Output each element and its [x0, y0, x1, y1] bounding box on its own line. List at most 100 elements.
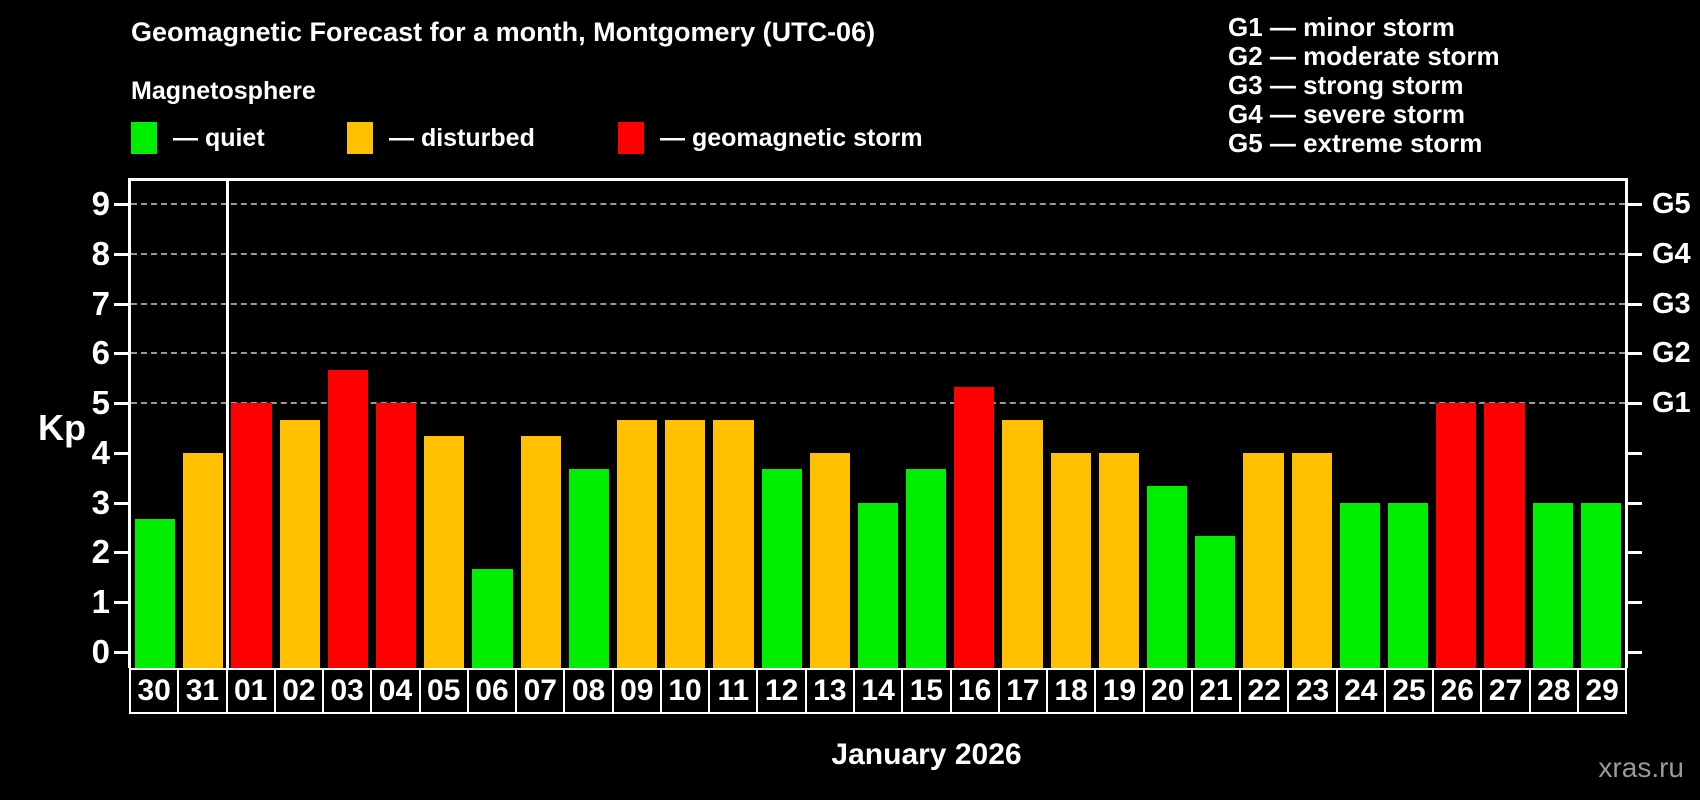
gridline-kp9 — [131, 202, 1625, 205]
legend-label-disturbed: — disturbed — [389, 123, 535, 152]
y-tick-left-7 — [114, 302, 128, 306]
date-cell-19: 19 — [1094, 668, 1145, 714]
bar-day-31 — [183, 452, 224, 668]
y-tick-left-9 — [114, 202, 128, 206]
bar-day-08 — [568, 469, 609, 668]
date-cell-28: 28 — [1528, 668, 1579, 714]
date-cell-07: 07 — [515, 668, 566, 714]
bar-day-11 — [713, 419, 754, 668]
storm-scale-legend: G1 — minor storm G2 — moderate storm G3 … — [1228, 13, 1500, 158]
date-cell-14: 14 — [852, 668, 904, 714]
gridline-kp8 — [131, 252, 1625, 255]
y-axis-label-1: 1 — [91, 583, 110, 621]
date-cell-13: 13 — [804, 668, 855, 714]
g-level-label-g1: G1 — [1652, 387, 1691, 420]
bar-day-28 — [1532, 502, 1573, 668]
y-tick-left-4 — [114, 451, 128, 455]
bar-day-21 — [1195, 536, 1236, 668]
bar-day-12 — [761, 469, 802, 668]
chart-title: Geomagnetic Forecast for a month, Montgo… — [131, 17, 876, 47]
y-axis-right-line — [1625, 178, 1628, 668]
y-axis-label-7: 7 — [91, 284, 110, 322]
bar-day-09 — [616, 419, 658, 668]
date-cell-10: 10 — [659, 668, 711, 714]
storm-scale-g2: G2 — moderate storm — [1228, 41, 1500, 71]
y-tick-right-7 — [1628, 302, 1642, 306]
date-cell-23: 23 — [1287, 668, 1338, 714]
bar-day-04 — [375, 403, 417, 668]
bar-day-15 — [906, 469, 947, 668]
month-label: January 2026 — [831, 738, 1022, 771]
bar-day-13 — [809, 452, 850, 668]
bar-day-27 — [1484, 403, 1525, 668]
bar-day-25 — [1388, 502, 1429, 668]
gridline-kp7 — [131, 302, 1625, 305]
date-cell-30: 30 — [129, 668, 180, 714]
date-cell-27: 27 — [1480, 668, 1531, 714]
bar-day-29 — [1580, 502, 1621, 668]
date-cell-16: 16 — [949, 668, 1000, 714]
date-cell-20: 20 — [1142, 668, 1193, 714]
watermark-xras: xras.ru — [1598, 752, 1684, 783]
quiet-swatch-icon — [131, 122, 157, 154]
date-cell-09: 09 — [611, 668, 662, 714]
y-tick-right-3 — [1628, 501, 1642, 505]
date-cell-17: 17 — [997, 668, 1049, 714]
storm-swatch-icon — [618, 122, 644, 154]
date-cell-12: 12 — [756, 668, 807, 714]
date-cell-06: 06 — [466, 668, 518, 714]
y-axis-label-6: 6 — [91, 334, 110, 372]
g-level-label-g4: G4 — [1652, 237, 1691, 270]
date-cell-21: 21 — [1190, 668, 1242, 714]
y-tick-left-2 — [114, 551, 128, 555]
storm-scale-g4: G4 — severe storm — [1228, 99, 1466, 129]
date-cell-25: 25 — [1383, 668, 1435, 714]
date-cell-03: 03 — [322, 668, 373, 714]
y-tick-left-3 — [114, 501, 128, 505]
date-cell-11: 11 — [708, 668, 759, 714]
y-tick-right-4 — [1628, 451, 1642, 455]
bar-day-20 — [1147, 486, 1188, 668]
legend-label-quiet: — quiet — [173, 123, 265, 152]
y-tick-right-8 — [1628, 252, 1642, 256]
date-cell-29: 29 — [1576, 668, 1628, 714]
gridline-kp5 — [131, 402, 1625, 405]
y-axis-label-4: 4 — [91, 433, 110, 471]
y-tick-right-6 — [1628, 352, 1642, 356]
legend-item-disturbed: — disturbed — [347, 121, 535, 155]
bar-day-10 — [665, 419, 706, 668]
legend-label-storm: — geomagnetic storm — [660, 123, 923, 152]
y-tick-left-6 — [114, 352, 128, 356]
date-cell-01: 01 — [225, 668, 276, 714]
y-tick-left-5 — [114, 402, 128, 406]
y-tick-left-8 — [114, 252, 128, 256]
y-axis-label-2: 2 — [91, 533, 110, 571]
g-level-label-g3: G3 — [1652, 287, 1691, 320]
month-separator-line — [225, 178, 229, 668]
bar-day-22 — [1243, 452, 1284, 668]
y-axis-label-9: 9 — [91, 184, 110, 222]
storm-scale-g1: G1 — minor storm — [1228, 12, 1455, 42]
disturbed-swatch-icon — [347, 122, 373, 154]
bar-day-03 — [327, 369, 368, 668]
chart-subtitle: Magnetosphere — [131, 77, 316, 105]
date-cell-22: 22 — [1239, 668, 1290, 714]
plot-top-line — [128, 178, 1628, 181]
y-axis-label-5: 5 — [91, 384, 110, 422]
date-cell-24: 24 — [1335, 668, 1386, 714]
y-tick-right-0 — [1628, 651, 1642, 654]
g-level-label-g5: G5 — [1652, 187, 1691, 220]
date-axis: 30 31 01 02 03 04 05 06 07 08 09 10 11 12 13 14 15 16 17 18… — [129, 668, 1628, 714]
y-tick-left-1 — [114, 601, 128, 605]
storm-scale-g3: G3 — strong storm — [1228, 70, 1464, 100]
date-cell-15: 15 — [901, 668, 952, 714]
bar-day-02 — [279, 419, 320, 668]
y-tick-right-1 — [1628, 601, 1642, 605]
date-cell-18: 18 — [1046, 668, 1097, 714]
storm-scale-g5: G5 — extreme storm — [1228, 128, 1483, 158]
date-cell-05: 05 — [418, 668, 469, 714]
y-axis-label-8: 8 — [91, 234, 110, 272]
bar-day-06 — [472, 568, 513, 668]
date-cell-04: 04 — [370, 668, 421, 714]
